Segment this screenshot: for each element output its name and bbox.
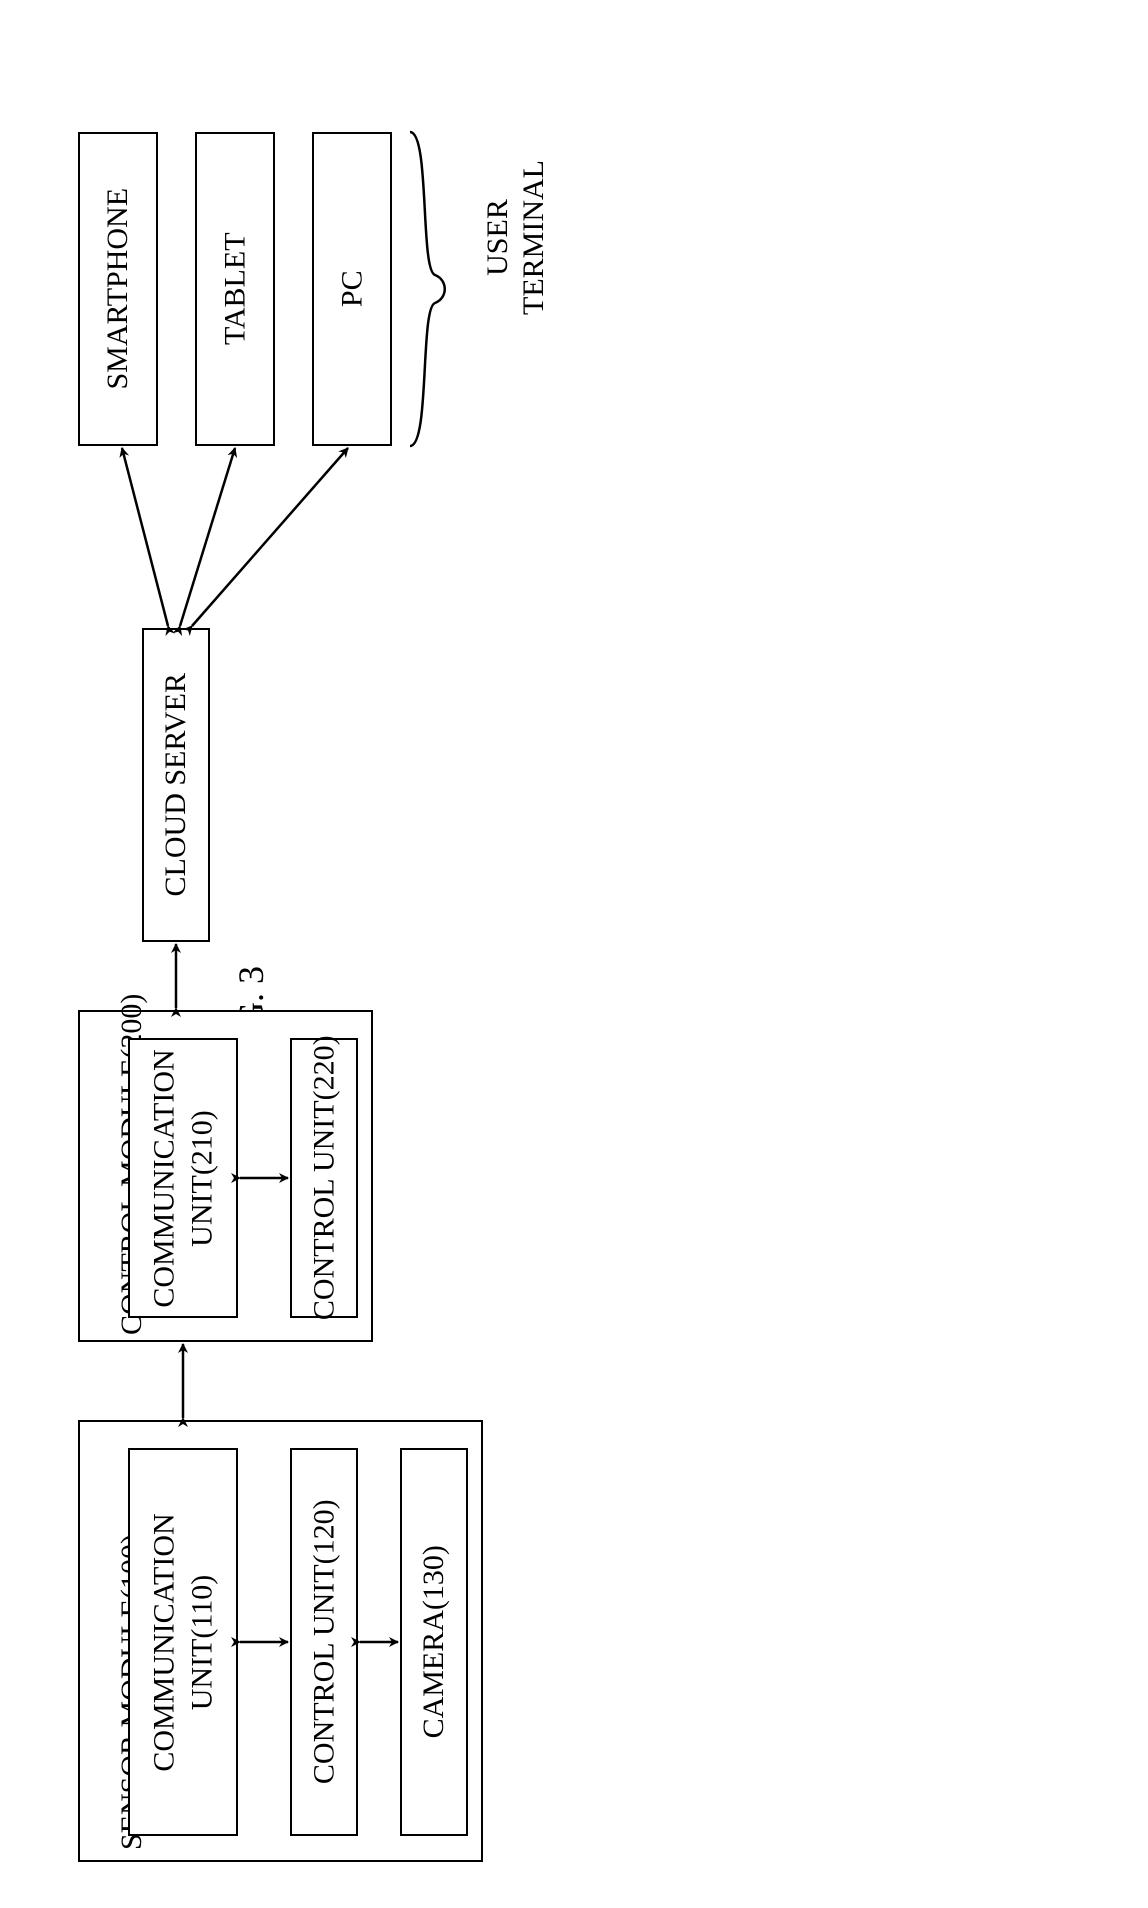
smartphone-box: SMARTPHONE (78, 132, 158, 446)
sensor-camera-label: CAMERA(130) (415, 1545, 453, 1738)
sensor-control-unit-box: CONTROL UNIT(120) (290, 1448, 358, 1836)
smartphone-label: SMARTPHONE (99, 188, 137, 390)
arrow-cloud-pc (192, 448, 348, 626)
arrow-cloud-tablet (180, 448, 235, 626)
control-comm-unit-label: COMMUNICATIONUNIT(210) (146, 1049, 221, 1307)
pc-label: PC (333, 271, 371, 308)
control-control-unit-box: CONTROL UNIT(220) (290, 1038, 358, 1318)
cloud-server-box: CLOUD SERVER (142, 628, 210, 942)
arrow-cloud-smartphone (122, 448, 168, 626)
sensor-camera-box: CAMERA(130) (400, 1448, 468, 1836)
tablet-box: TABLET (195, 132, 275, 446)
control-comm-unit-box: COMMUNICATIONUNIT(210) (128, 1038, 238, 1318)
cloud-server-label: CLOUD SERVER (157, 673, 195, 896)
user-terminal-brace (410, 132, 445, 446)
tablet-label: TABLET (216, 233, 254, 346)
sensor-control-unit-label: CONTROL UNIT(120) (305, 1500, 343, 1785)
pc-box: PC (312, 132, 392, 446)
user-terminal-label-text: USERTERMINAL (481, 160, 550, 315)
sensor-comm-unit-box: COMMUNICATIONUNIT(110) (128, 1448, 238, 1836)
user-terminal-label: USERTERMINAL (480, 160, 552, 315)
control-control-unit-label: CONTROL UNIT(220) (305, 1036, 343, 1321)
sensor-comm-unit-label: COMMUNICATIONUNIT(110) (146, 1513, 221, 1771)
